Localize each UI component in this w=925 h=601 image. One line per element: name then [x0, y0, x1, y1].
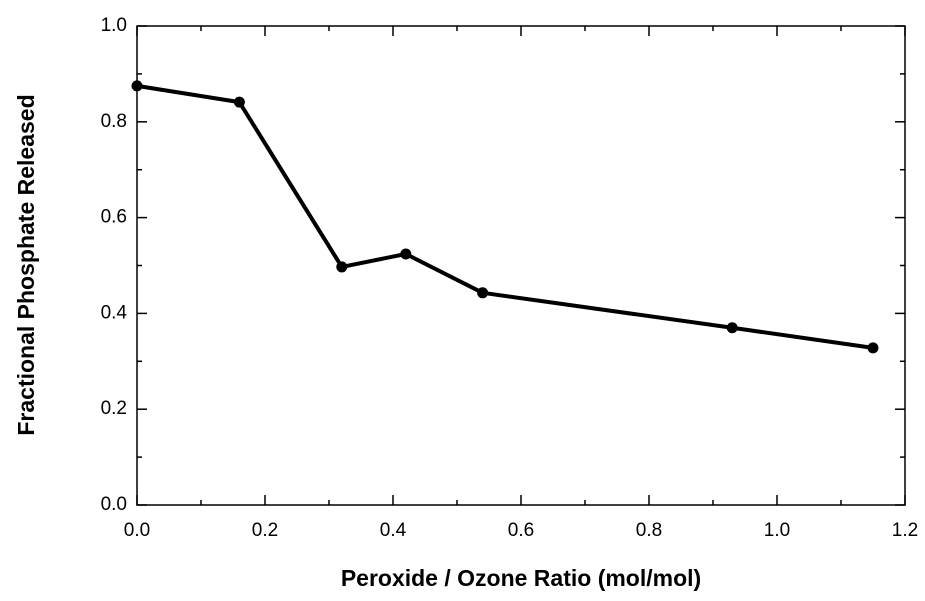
x-tick-label: 0.8	[636, 520, 662, 541]
y-tick-label: 0.4	[101, 302, 128, 323]
x-tick-label: 1.0	[764, 520, 790, 541]
data-point	[233, 96, 245, 108]
x-tick-label: 0.2	[252, 520, 278, 541]
data-point	[477, 287, 489, 299]
data-line	[136, 83, 874, 350]
plot-frame	[136, 25, 906, 506]
x-tick-label: 1.2	[892, 520, 918, 541]
y-tick-label: 0.6	[101, 207, 127, 228]
data-point	[131, 80, 143, 92]
y-axis-title: Fractional Phosphate Released	[13, 94, 39, 435]
y-tick-label: 0.0	[101, 494, 127, 515]
y-tick-label: 0.2	[101, 398, 127, 419]
data-point	[867, 342, 879, 354]
x-axis-title: Peroxide / Ozone Ratio (mol/mol)	[341, 565, 701, 591]
data-point	[726, 322, 738, 334]
x-tick-label: 0.0	[124, 520, 150, 541]
x-tick-label: 0.6	[508, 520, 534, 541]
x-tick-label: 0.4	[380, 520, 407, 541]
data-point	[400, 248, 412, 260]
y-tick-label: 0.8	[101, 111, 127, 132]
y-tick-label: 1.0	[101, 15, 127, 36]
data-point	[336, 261, 348, 273]
